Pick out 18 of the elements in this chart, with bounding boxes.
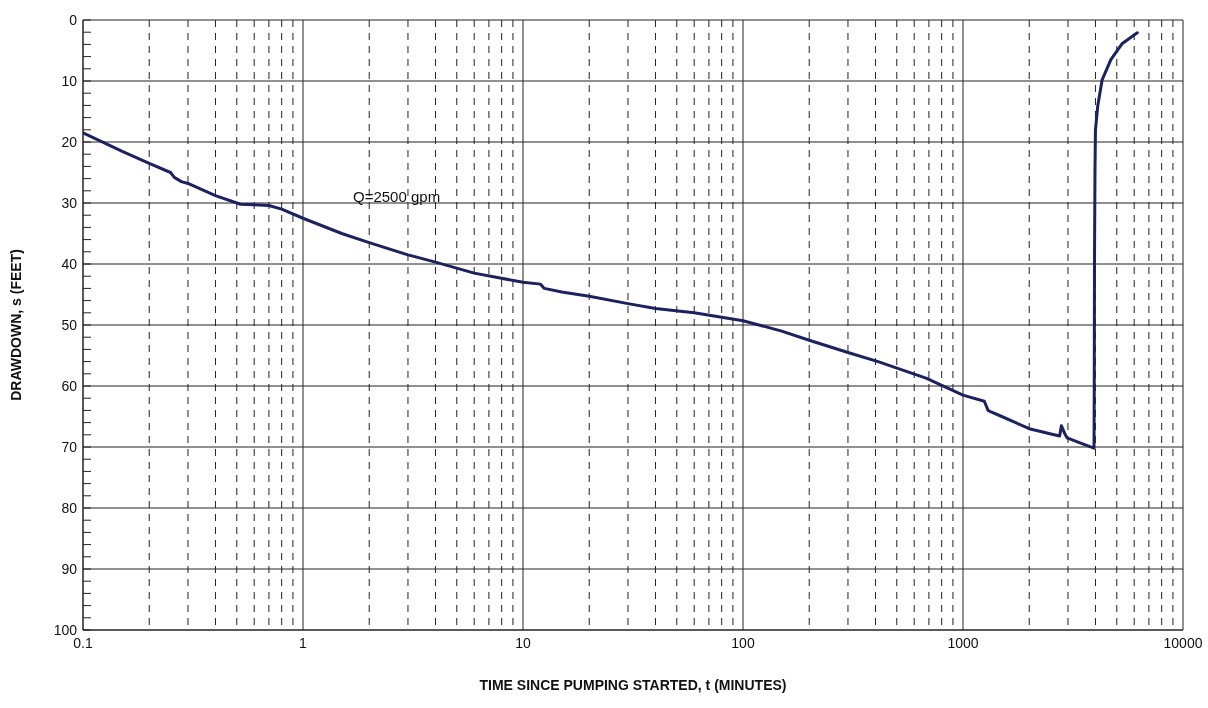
y-tick-label: 80 [61,499,78,516]
x-tick-label: 1 [299,634,308,651]
x-axis-title: TIME SINCE PUMPING STARTED, t (MINUTES) [479,677,787,693]
y-tick-label: 10 [61,72,78,89]
y-tick-label: 20 [61,133,78,150]
y-tick-label: 50 [61,316,78,333]
annotation: Q=2500 gpm [353,188,441,205]
x-tick-label: 100 [731,634,755,651]
y-axis-title: DRAWDOWN, s (FEET) [7,249,24,401]
x-tick-label: 10000 [1163,634,1203,651]
x-tick-label: 1000 [947,634,979,651]
x-tick-label: 10 [515,634,531,651]
y-tick-label: 40 [61,255,78,272]
y-tick-label: 30 [61,194,78,211]
y-tick-label: 0 [69,11,78,28]
y-tick-label: 70 [61,438,78,455]
y-tick-label: 60 [61,377,78,394]
y-tick-label: 90 [61,560,78,577]
